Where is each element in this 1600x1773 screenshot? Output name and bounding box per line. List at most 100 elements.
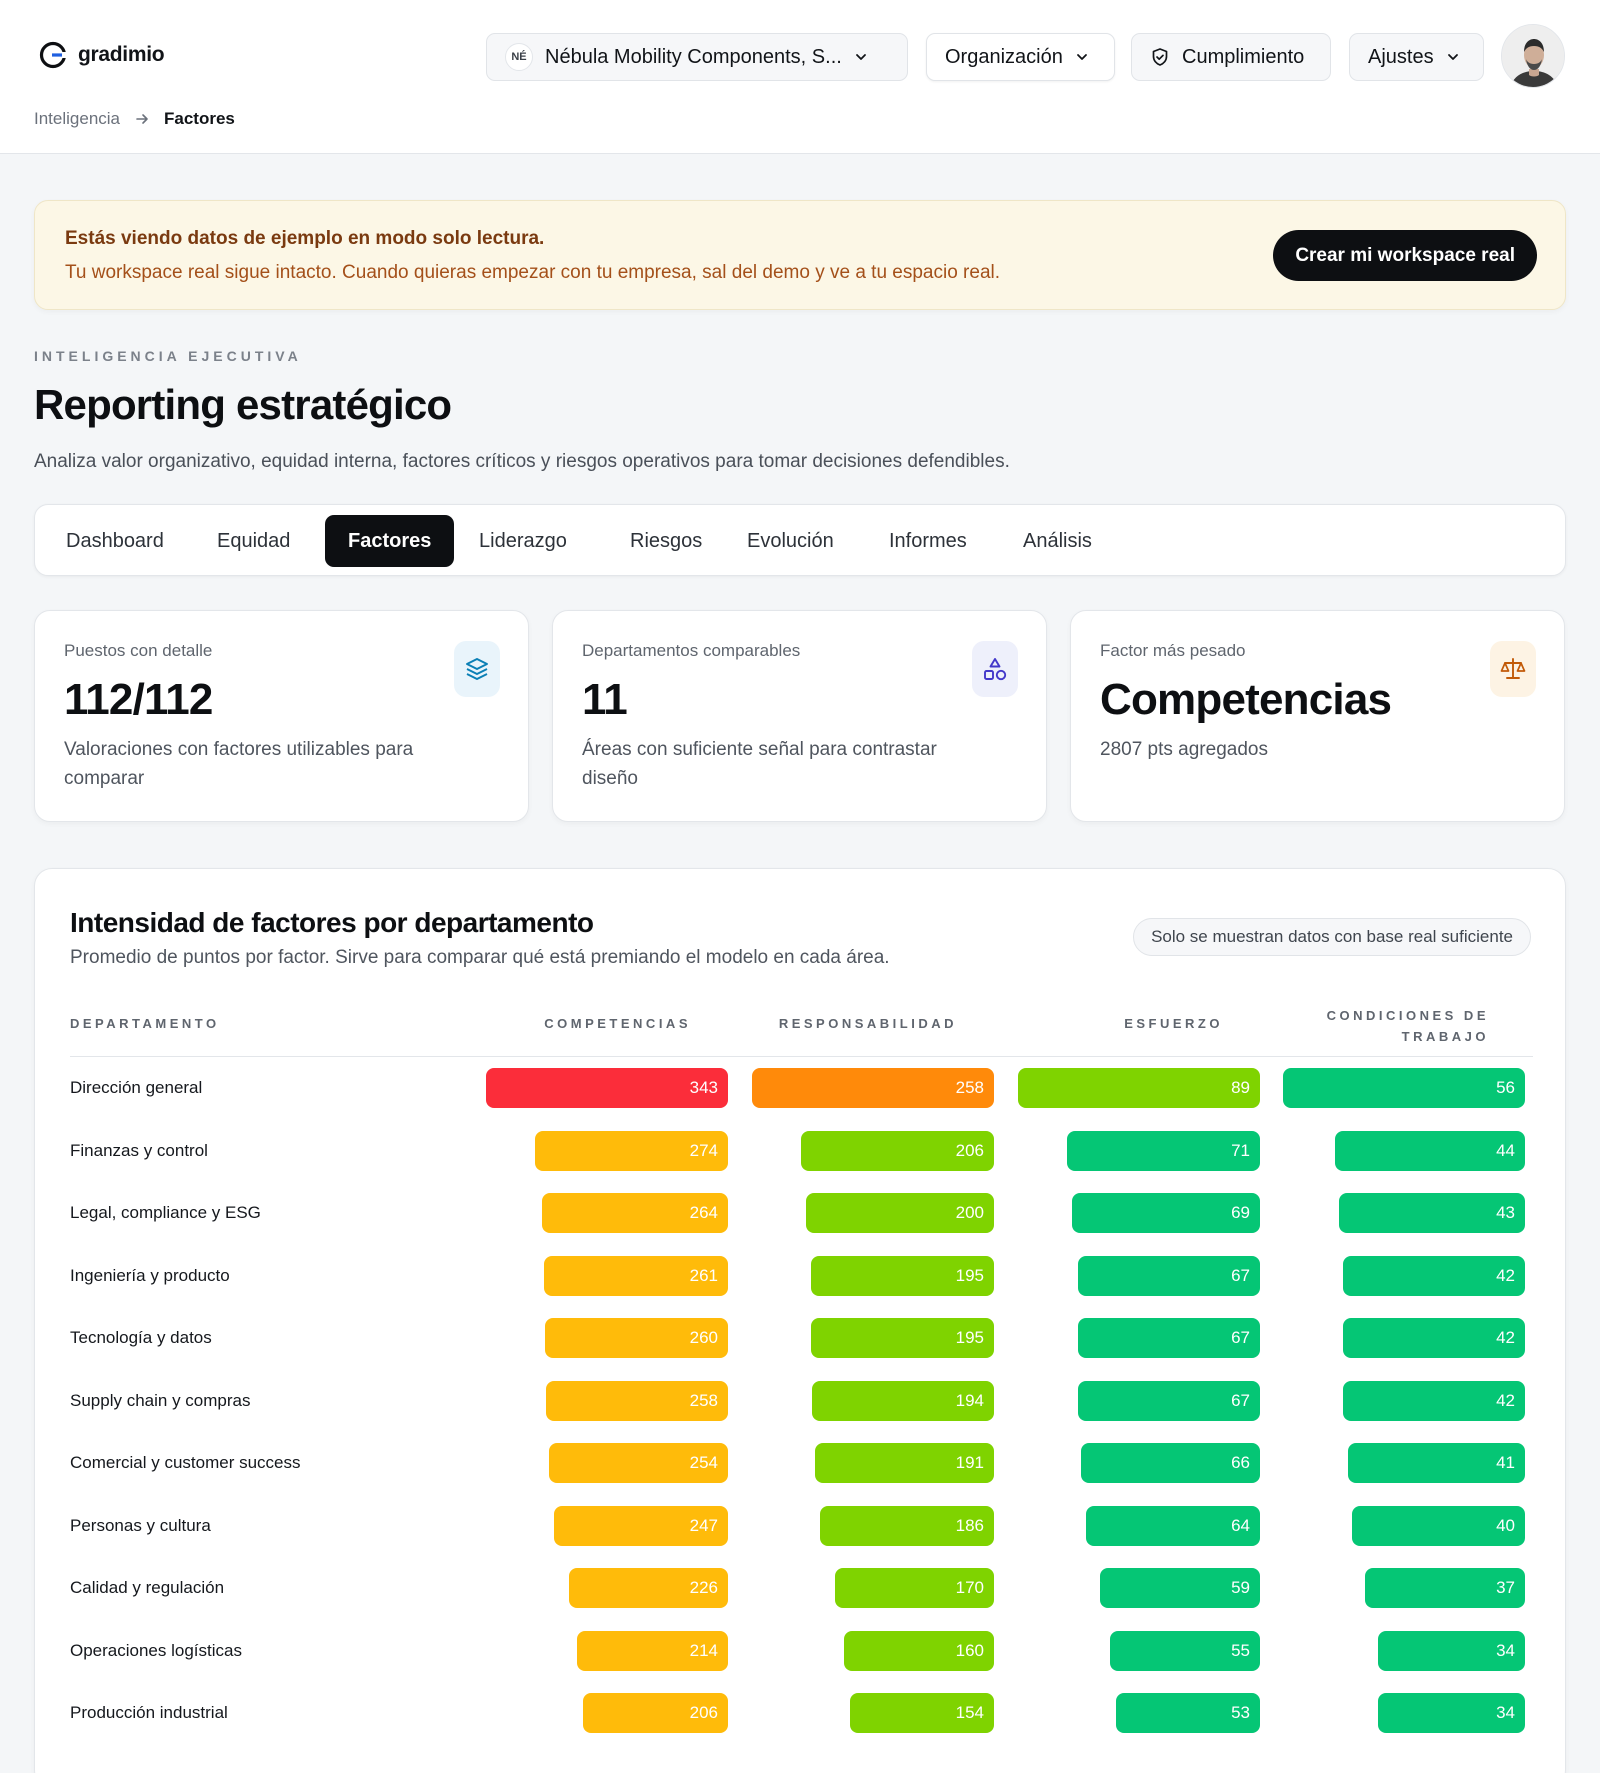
factor-bar-esfuerzo: 69 (1072, 1193, 1260, 1233)
layers-icon (454, 641, 500, 697)
factor-bar-competencias: 264 (542, 1193, 728, 1233)
tab-analisis[interactable]: Análisis (1023, 529, 1092, 552)
brand-logo[interactable]: gradimio (38, 40, 165, 70)
kpi-label: Puestos con detalle (64, 641, 213, 660)
tab-evolucion[interactable]: Evolución (747, 529, 834, 552)
factor-bar-responsabilidad: 258 (752, 1068, 994, 1108)
breadcrumb-parent[interactable]: Inteligencia (34, 109, 121, 128)
org-selector[interactable]: NÉ Nébula Mobility Components, S... (486, 33, 908, 81)
shield-check-icon (1152, 48, 1168, 66)
factor-bar-condiciones: 34 (1378, 1630, 1525, 1671)
factor-bar-responsabilidad: 195 (811, 1318, 994, 1358)
page-eyebrow: INTELIGENCIA EJECUTIVA (34, 348, 302, 364)
arrow-right-icon (136, 114, 148, 124)
factor-bar-condiciones: 42 (1343, 1380, 1525, 1421)
factor-bar-condiciones: 41 (1348, 1443, 1525, 1483)
panel-subtitle: Promedio de puntos por factor. Sirve par… (70, 947, 890, 968)
ajustes-menu-button[interactable]: Ajustes (1349, 33, 1484, 81)
kpi-label: Departamentos comparables (582, 641, 801, 660)
tab-factores[interactable]: Factores (325, 515, 455, 567)
column-header-condiciones: CONDICIONES DE TRABAJO (1326, 1008, 1489, 1044)
organizacion-label: Organización (945, 45, 1063, 68)
banner-title: Estás viendo datos de ejemplo en modo so… (65, 228, 545, 249)
factor-bar-responsabilidad: 206 (801, 1130, 994, 1171)
factor-bar-competencias: 274 (535, 1130, 728, 1171)
column-header-responsabilidad: RESPONSABILIDAD (778, 1016, 957, 1031)
panel-title: Intensidad de factores por departamento (70, 907, 594, 938)
factor-bar-condiciones: 34 (1378, 1693, 1525, 1733)
factor-bar-condiciones: 42 (1343, 1318, 1525, 1358)
user-avatar[interactable] (1501, 24, 1565, 88)
factor-bar-responsabilidad: 191 (815, 1443, 994, 1483)
user-portrait-icon (1502, 25, 1564, 87)
scale-icon (1490, 641, 1536, 697)
kpi-card-factor: Factor más pesado Competencias 2807 pts … (1070, 610, 1565, 822)
breadcrumb-current: Factores (164, 109, 235, 128)
factor-bar-competencias: 258 (546, 1380, 728, 1421)
department-label: Finanzas y control (70, 1140, 208, 1160)
factor-bar-condiciones: 56 (1283, 1068, 1525, 1108)
column-header-esfuerzo: ESFUERZO (1124, 1016, 1223, 1031)
factor-bar-responsabilidad: 170 (835, 1568, 994, 1608)
logo-icon (39, 41, 68, 69)
factor-bar-esfuerzo: 55 (1110, 1630, 1260, 1671)
banner-text: Tu workspace real sigue intacto. Cuando … (65, 262, 1001, 283)
factor-bar-condiciones: 44 (1335, 1130, 1525, 1171)
data-basis-badge: Solo se muestran datos con base real suf… (1133, 918, 1531, 956)
factor-bar-condiciones: 43 (1339, 1193, 1525, 1233)
column-header-departamento: DEPARTAMENTO (70, 1016, 220, 1031)
factor-bar-esfuerzo: 67 (1078, 1255, 1260, 1296)
org-name: Nébula Mobility Components, S... (545, 45, 842, 68)
factor-bar-esfuerzo: 71 (1067, 1130, 1260, 1171)
kpi-card-departamentos: Departamentos comparables 11 Áreas con s… (552, 610, 1047, 822)
department-label: Legal, compliance y ESG (70, 1203, 261, 1222)
kpi-value: Competencias (1100, 675, 1392, 724)
factor-bar-responsabilidad: 160 (844, 1630, 994, 1671)
brand-name: gradimio (78, 43, 165, 66)
tab-dashboard[interactable]: Dashboard (66, 529, 164, 552)
demo-banner: Estás viendo datos de ejemplo en modo so… (34, 200, 1566, 310)
department-label: Dirección general (70, 1078, 203, 1097)
factor-bar-responsabilidad: 195 (811, 1255, 994, 1296)
shapes-icon (972, 641, 1018, 697)
org-initials-badge: NÉ (505, 43, 533, 71)
organizacion-menu-button[interactable]: Organización (926, 33, 1115, 81)
kpi-description: Áreas con suficiente señal para contrast… (582, 739, 937, 789)
create-workspace-button[interactable]: Crear mi workspace real (1273, 230, 1537, 281)
chevron-down-icon (1447, 54, 1458, 60)
factor-bar-esfuerzo: 89 (1018, 1068, 1260, 1108)
department-label: Ingeniería y producto (70, 1265, 230, 1285)
factor-bar-competencias: 206 (583, 1693, 728, 1733)
factor-bar-competencias: 343 (486, 1068, 728, 1108)
top-header: gradimio NÉ Nébula Mobility Components, … (0, 0, 1600, 154)
kpi-label: Factor más pesado (1100, 641, 1246, 660)
department-label: Calidad y regulación (70, 1578, 225, 1597)
factor-bar-esfuerzo: 64 (1086, 1505, 1260, 1546)
page-title: Reporting estratégico (34, 381, 452, 428)
kpi-card-puestos: Puestos con detalle 112/112 Valoraciones… (34, 610, 529, 822)
report-tabs: Dashboard Equidad Factores Liderazgo Rie… (34, 504, 1566, 576)
factor-bar-esfuerzo: 67 (1078, 1318, 1260, 1358)
factor-bar-esfuerzo: 59 (1100, 1568, 1260, 1608)
tab-informes[interactable]: Informes (889, 529, 967, 552)
ajustes-label: Ajustes (1368, 45, 1434, 68)
tab-riesgos[interactable]: Riesgos (630, 529, 703, 552)
factor-bar-competencias: 260 (545, 1318, 728, 1358)
department-label: Producción industrial (70, 1703, 228, 1722)
factor-bar-esfuerzo: 53 (1116, 1693, 1260, 1733)
factor-bar-competencias: 247 (554, 1505, 728, 1546)
column-header-competencias: COMPETENCIAS (544, 1016, 691, 1031)
page-subtitle: Analiza valor organizativo, equidad inte… (34, 451, 1010, 472)
factor-bar-competencias: 226 (569, 1568, 728, 1608)
factor-bar-competencias: 261 (544, 1255, 728, 1296)
header-divider (70, 1056, 1533, 1057)
department-label: Comercial y customer success (70, 1453, 301, 1472)
factor-bar-responsabilidad: 154 (850, 1693, 994, 1733)
chevron-down-icon (1076, 54, 1087, 60)
kpi-value: 11 (582, 675, 628, 724)
tab-equidad[interactable]: Equidad (217, 529, 291, 552)
factor-bar-responsabilidad: 186 (820, 1505, 994, 1546)
tab-liderazgo[interactable]: Liderazgo (479, 529, 567, 552)
cumplimiento-button[interactable]: Cumplimiento (1131, 33, 1331, 81)
factor-bar-responsabilidad: 194 (812, 1380, 994, 1421)
